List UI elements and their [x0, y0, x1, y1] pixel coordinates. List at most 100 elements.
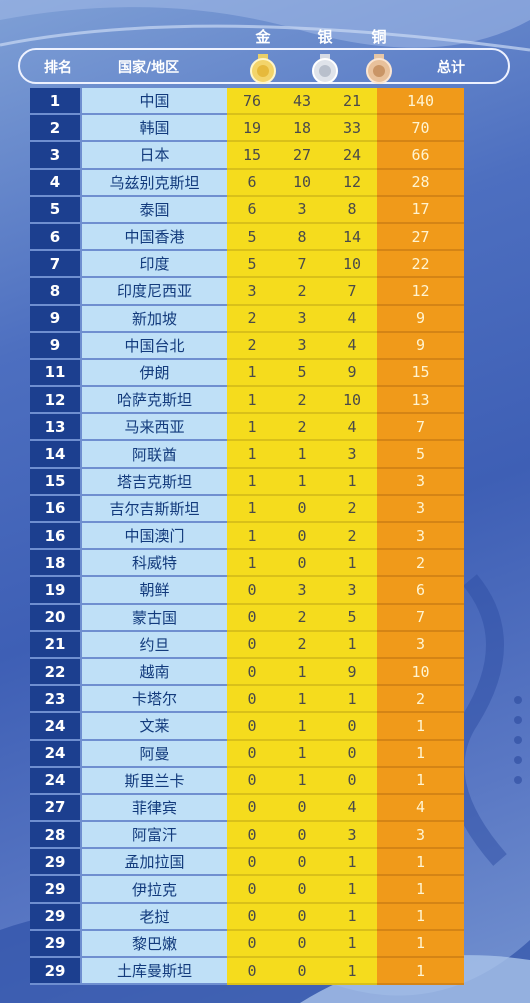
total-count-cell: 28 [377, 169, 464, 197]
country-name-cell: 伊拉克 [80, 876, 227, 904]
rank-cell: 29 [30, 930, 80, 958]
total-count-cell: 1 [377, 958, 464, 986]
gold-count-cell: 1 [227, 441, 277, 469]
gold-count-cell: 0 [227, 604, 277, 632]
gold-column-label: 金 [255, 28, 271, 46]
silver-count-cell: 2 [277, 387, 327, 415]
total-count-cell: 1 [377, 767, 464, 795]
bronze-count-cell: 33 [327, 115, 377, 143]
country-name-cell: 马来西亚 [80, 414, 227, 442]
table-row: 24 文莱 0 1 0 1 [30, 713, 516, 741]
total-count-cell: 1 [377, 849, 464, 877]
bronze-count-cell: 4 [327, 794, 377, 823]
gold-count-cell: 1 [227, 468, 277, 496]
gold-count-cell: 0 [227, 658, 277, 687]
silver-count-cell: 1 [277, 686, 327, 714]
bronze-count-cell: 4 [327, 332, 377, 360]
country-name-cell: 黎巴嫩 [80, 930, 227, 958]
gold-count-cell: 19 [227, 115, 277, 143]
silver-count-cell: 1 [277, 658, 327, 687]
country-name-cell: 约旦 [80, 631, 227, 659]
gold-count-cell: 3 [227, 278, 277, 306]
gold-count-cell: 6 [227, 196, 277, 224]
table-row: 21 约旦 0 2 1 3 [30, 631, 516, 659]
rank-cell: 5 [30, 196, 80, 224]
bronze-count-cell: 24 [327, 142, 377, 170]
country-name-cell: 中国澳门 [80, 523, 227, 551]
rank-cell: 28 [30, 822, 80, 850]
bronze-medal-icon [366, 54, 392, 84]
table-row: 9 中国台北 2 3 4 9 [30, 332, 516, 360]
country-name-cell: 文莱 [80, 713, 227, 741]
gold-count-cell: 15 [227, 142, 277, 170]
bronze-count-cell: 4 [327, 414, 377, 442]
total-count-cell: 6 [377, 577, 464, 605]
total-count-cell: 140 [377, 88, 464, 116]
total-count-cell: 5 [377, 441, 464, 469]
gold-count-cell: 0 [227, 903, 277, 931]
silver-count-cell: 0 [277, 930, 327, 958]
silver-count-cell: 2 [277, 414, 327, 442]
country-name-cell: 泰国 [80, 196, 227, 224]
table-row: 2 韩国 19 18 33 70 [30, 115, 516, 143]
bronze-count-cell: 4 [327, 305, 377, 333]
silver-column-label: 银 [317, 28, 333, 46]
silver-count-cell: 1 [277, 468, 327, 496]
table-row: 29 伊拉克 0 0 1 1 [30, 876, 516, 904]
country-name-cell: 乌兹别克斯坦 [80, 169, 227, 197]
table-row: 15 塔吉克斯坦 1 1 1 3 [30, 468, 516, 496]
table-row: 5 泰国 6 3 8 17 [30, 196, 516, 224]
country-name-cell: 菲律宾 [80, 794, 227, 823]
silver-count-cell: 7 [277, 251, 327, 279]
bronze-count-cell: 0 [327, 767, 377, 795]
rank-cell: 15 [30, 468, 80, 496]
table-row: 20 蒙古国 0 2 5 7 [30, 604, 516, 632]
total-count-cell: 9 [377, 332, 464, 360]
gold-count-cell: 0 [227, 577, 277, 605]
country-name-cell: 科威特 [80, 550, 227, 578]
total-count-cell: 66 [377, 142, 464, 170]
table-row: 7 印度 5 7 10 22 [30, 251, 516, 279]
silver-count-cell: 2 [277, 631, 327, 659]
total-count-cell: 3 [377, 523, 464, 551]
silver-count-cell: 3 [277, 305, 327, 333]
bronze-count-cell: 1 [327, 550, 377, 578]
silver-count-cell: 0 [277, 849, 327, 877]
total-count-cell: 7 [377, 414, 464, 442]
table-row: 23 卡塔尔 0 1 1 2 [30, 686, 516, 714]
total-count-cell: 1 [377, 876, 464, 904]
country-name-cell: 土库曼斯坦 [80, 958, 227, 986]
gold-count-cell: 1 [227, 523, 277, 551]
table-row: 28 阿富汗 0 0 3 3 [30, 822, 516, 850]
table-row: 11 伊朗 1 5 9 15 [30, 359, 516, 388]
total-count-cell: 10 [377, 658, 464, 687]
rank-cell: 3 [30, 142, 80, 170]
total-count-cell: 27 [377, 223, 464, 252]
country-name-cell: 印度 [80, 251, 227, 279]
bronze-count-cell: 1 [327, 686, 377, 714]
rank-cell: 16 [30, 495, 80, 523]
table-row: 24 阿曼 0 1 0 1 [30, 740, 516, 768]
rank-cell: 8 [30, 278, 80, 306]
rank-cell: 16 [30, 523, 80, 551]
silver-count-cell: 0 [277, 550, 327, 578]
total-count-cell: 1 [377, 740, 464, 768]
country-name-cell: 阿联酋 [80, 441, 227, 469]
silver-count-cell: 43 [277, 88, 327, 116]
silver-count-cell: 5 [277, 359, 327, 388]
gold-count-cell: 0 [227, 686, 277, 714]
country-name-cell: 中国台北 [80, 332, 227, 360]
rank-cell: 6 [30, 223, 80, 252]
bronze-count-cell: 2 [327, 523, 377, 551]
table-row: 29 黎巴嫩 0 0 1 1 [30, 930, 516, 958]
bronze-count-cell: 10 [327, 251, 377, 279]
country-name-cell: 越南 [80, 658, 227, 687]
silver-count-cell: 18 [277, 115, 327, 143]
gold-count-cell: 6 [227, 169, 277, 197]
total-count-cell: 17 [377, 196, 464, 224]
total-count-cell: 15 [377, 359, 464, 388]
bronze-count-cell: 14 [327, 223, 377, 252]
total-count-cell: 13 [377, 387, 464, 415]
gold-count-cell: 1 [227, 387, 277, 415]
